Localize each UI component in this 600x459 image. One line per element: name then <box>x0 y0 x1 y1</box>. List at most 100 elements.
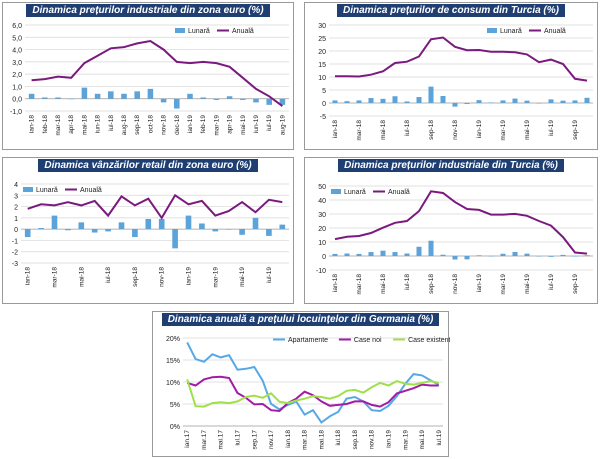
y-tick-label: 30 <box>318 23 326 30</box>
bar-lunara <box>584 255 590 256</box>
legend-label-lunara: Lunară <box>500 28 522 35</box>
bar-lunara <box>91 229 98 233</box>
legend-label-lunara: Lunară <box>344 189 366 196</box>
y-tick-label: 20% <box>166 336 180 343</box>
bar-lunara <box>174 98 180 109</box>
bar-lunara <box>512 251 518 256</box>
y-tick-label: 20 <box>318 226 326 233</box>
bar-lunara <box>42 97 48 99</box>
bar-lunara <box>108 91 114 99</box>
x-tick-label: iul-19 <box>548 274 555 290</box>
y-tick-label: 5 <box>322 88 326 95</box>
chart-canvas: 30 25 20 15 10 5 0 -5 Lunară Anuală ian-18 mar-18 ma… <box>318 23 593 141</box>
bar-lunara <box>172 229 178 249</box>
y-tick-label: 50 <box>318 184 326 191</box>
bar-lunara <box>560 254 566 256</box>
x-tick-label: iul-18 <box>404 120 411 136</box>
x-tick-label: iul.17 <box>235 430 242 446</box>
y-tick-label: 2,0 <box>12 72 22 79</box>
bar-lunara <box>147 88 154 99</box>
bar-lunara <box>476 255 482 256</box>
x-tick-label: mar-18 <box>55 115 62 136</box>
bar-lunara <box>94 93 101 99</box>
bar-lunara <box>428 240 434 256</box>
bar-lunara <box>524 253 530 256</box>
legend-label: Case existente <box>408 337 450 344</box>
bar-lunara <box>252 217 259 230</box>
bar-lunara <box>225 229 232 230</box>
x-tick-label: sep-19 <box>572 274 579 294</box>
x-tick-label: ian-18 <box>332 274 339 292</box>
bar-lunara <box>200 97 206 99</box>
x-tick-label: ian.19 <box>385 430 392 448</box>
bar-lunara <box>380 250 386 256</box>
bar-lunara <box>28 93 35 99</box>
x-tick-label: mar-18 <box>52 267 59 288</box>
x-tick-label: ian-19 <box>187 115 194 133</box>
x-tick-label: ian.17 <box>184 430 191 448</box>
y-tick-label: 20 <box>318 49 326 56</box>
y-tick-label: -3 <box>12 261 18 268</box>
x-tick-label: mai.17 <box>218 430 225 450</box>
bar-lunara <box>279 224 286 230</box>
legend-label-anuala: Anuală <box>388 189 410 196</box>
bar-lunara <box>185 215 192 230</box>
legend-swatch-lunara <box>23 187 33 192</box>
x-tick-label: mai-19 <box>524 120 531 140</box>
bar-lunara <box>560 100 566 103</box>
x-tick-label: nov.18 <box>369 430 376 449</box>
bar-lunara <box>572 100 578 103</box>
bar-lunara <box>145 218 152 230</box>
line-anuala <box>334 190 588 255</box>
x-tick-label: sep-18 <box>134 115 141 135</box>
x-tick-label: mar-18 <box>356 274 363 295</box>
bar-lunara <box>213 98 220 100</box>
x-tick-label: iul-18 <box>105 267 112 283</box>
x-tick-label: mar-19 <box>213 115 220 136</box>
x-tick-label: nov-18 <box>159 267 166 287</box>
bar-lunara <box>240 98 246 100</box>
x-tick-label: feb-19 <box>200 115 207 134</box>
bar-lunara <box>572 256 578 257</box>
bar-lunara <box>332 253 338 256</box>
bar-lunara <box>266 98 272 105</box>
y-tick-label: 1 <box>14 216 18 223</box>
bar-lunara <box>187 93 193 99</box>
y-tick-label: 10 <box>318 75 326 82</box>
bar-lunara <box>118 222 125 230</box>
x-tick-label: ian-18 <box>332 120 339 138</box>
bar-lunara <box>500 100 506 103</box>
bar-lunara <box>51 215 58 230</box>
x-tick-label: iul.19 <box>436 430 443 446</box>
y-tick-label: 0% <box>170 424 180 431</box>
legend-swatch-lunara <box>331 189 341 194</box>
y-tick-label: 5,0 <box>12 35 22 42</box>
y-tick-label: 0 <box>14 227 18 234</box>
bar-lunara <box>78 222 85 230</box>
x-tick-label: iul-18 <box>108 115 115 131</box>
x-tick-label: nov-18 <box>161 115 168 135</box>
bar-lunara <box>134 91 140 99</box>
y-tick-label: 4 <box>14 182 18 189</box>
bar-lunara <box>226 96 233 99</box>
x-tick-label: ian.18 <box>285 430 292 448</box>
bar-lunara <box>500 253 506 256</box>
chart-canvas: 20% 15% 10% 5% 0% Apartamente Case noi Case exi… <box>166 336 450 450</box>
bar-lunara <box>81 87 88 99</box>
bar-lunara <box>344 253 350 256</box>
x-tick-label: iun-18 <box>95 115 102 133</box>
bar-lunara <box>512 98 518 103</box>
bar-lunara <box>404 253 410 256</box>
bar-lunara <box>548 99 554 103</box>
x-tick-label: mai-18 <box>380 274 387 294</box>
y-tick-label: -10 <box>316 268 326 275</box>
x-tick-label: ian-19 <box>186 267 193 285</box>
x-tick-label: dec-18 <box>174 115 181 135</box>
x-tick-label: apr-19 <box>227 115 234 134</box>
x-tick-label: mai-19 <box>524 274 531 294</box>
x-tick-label: mar-19 <box>500 274 507 295</box>
bar-lunara <box>416 246 422 256</box>
legend-label-lunara: Lunară <box>36 187 58 194</box>
x-tick-label: ian-19 <box>476 120 483 138</box>
bar-lunara <box>536 256 542 257</box>
